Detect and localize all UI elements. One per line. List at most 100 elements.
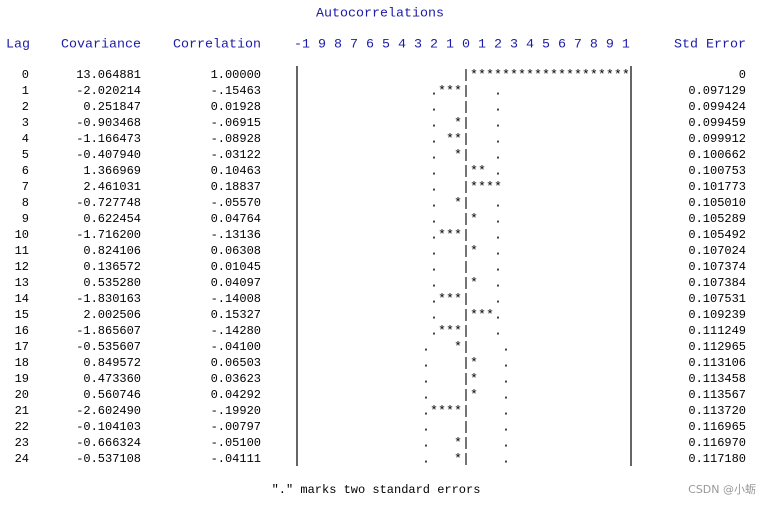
correlation-cell: 0.10463 — [211, 164, 261, 178]
lag-cell: 2 — [22, 100, 29, 114]
covariance-cell: -1.166473 — [76, 132, 141, 146]
correlation-cell: -.04100 — [211, 340, 261, 354]
plot-cell: . |***. — [302, 309, 630, 324]
correlation-cell: 0.06503 — [211, 356, 261, 370]
covariance-cell: -0.666324 — [76, 436, 141, 450]
covariance-cell: -0.537108 — [76, 452, 141, 466]
correlation-cell: 0.03623 — [211, 372, 261, 386]
correlation-cell: -.19920 — [211, 404, 261, 418]
footnote: "." marks two standard errors — [272, 483, 481, 497]
lag-cell: 10 — [15, 228, 29, 242]
std-error-cell: 0.107024 — [688, 244, 746, 258]
covariance-cell: 0.473360 — [83, 372, 141, 386]
correlation-cell: -.14280 — [211, 324, 261, 338]
lag-cell: 0 — [22, 68, 29, 82]
lag-cell: 18 — [15, 356, 29, 370]
covariance-cell: 0.136572 — [83, 260, 141, 274]
correlation-cell: -.04111 — [211, 452, 261, 466]
std-error-cell: 0.109239 — [688, 308, 746, 322]
plot-cell: . |* . — [302, 373, 630, 388]
std-error-header: Std Error — [674, 38, 746, 53]
lag-cell: 3 — [22, 116, 29, 130]
plot-cell: . | . — [302, 261, 630, 276]
std-error-cell: 0.112965 — [688, 340, 746, 354]
covariance-cell: 0.560746 — [83, 388, 141, 402]
std-error-cell: 0.097129 — [688, 84, 746, 98]
std-error-cell: 0.105492 — [688, 228, 746, 242]
plot-cell: .***| . — [302, 293, 630, 308]
covariance-cell: -0.535607 — [76, 340, 141, 354]
std-error-cell: 0.107531 — [688, 292, 746, 306]
plot-cell: .***| . — [302, 229, 630, 244]
covariance-cell: 0.535280 — [83, 276, 141, 290]
plot-cell: |******************** — [302, 69, 630, 84]
plot-cell: . | . — [302, 421, 630, 436]
correlation-cell: 0.06308 — [211, 244, 261, 258]
plot-cell: .***| . — [302, 85, 630, 100]
covariance-cell: 1.366969 — [83, 164, 141, 178]
correlation-cell: 0.04292 — [211, 388, 261, 402]
lag-cell: 9 — [22, 212, 29, 226]
lag-cell: 15 — [15, 308, 29, 322]
plot-cell: . **| . — [302, 133, 630, 148]
std-error-cell: 0.100753 — [688, 164, 746, 178]
correlation-cell: 0.04764 — [211, 212, 261, 226]
lag-cell: 5 — [22, 148, 29, 162]
covariance-cell: 0.622454 — [83, 212, 141, 226]
plot-cell: . |* . — [302, 245, 630, 260]
lag-cell: 13 — [15, 276, 29, 290]
correlation-cell: -.13136 — [211, 228, 261, 242]
covariance-cell: -1.716200 — [76, 228, 141, 242]
std-error-cell: 0.113458 — [688, 372, 746, 386]
covariance-cell: -0.104103 — [76, 420, 141, 434]
correlation-cell: -.03122 — [211, 148, 261, 162]
plot-cell: .****| . — [302, 405, 630, 420]
covariance-cell: -1.865607 — [76, 324, 141, 338]
std-error-cell: 0.099912 — [688, 132, 746, 146]
lag-header: Lag — [6, 38, 30, 53]
covariance-cell: 13.064881 — [76, 68, 141, 82]
plot-cell: . *| . — [302, 453, 630, 468]
std-error-cell: 0.107384 — [688, 276, 746, 290]
std-error-cell: 0.099424 — [688, 100, 746, 114]
lag-cell: 21 — [15, 404, 29, 418]
lag-cell: 17 — [15, 340, 29, 354]
covariance-cell: 2.002506 — [83, 308, 141, 322]
lag-cell: 12 — [15, 260, 29, 274]
std-error-cell: 0.099459 — [688, 116, 746, 130]
std-error-cell: 0.117180 — [688, 452, 746, 466]
lag-cell: 1 — [22, 84, 29, 98]
plot-cell: . |**** — [302, 181, 630, 196]
plot-cell: . | . — [302, 101, 630, 116]
correlation-cell: -.00797 — [211, 420, 261, 434]
watermark: CSDN @小蛎 — [688, 482, 756, 496]
std-error-cell: 0.113567 — [688, 388, 746, 402]
title: Autocorrelations — [316, 7, 444, 22]
plot-cell: . *| . — [302, 341, 630, 356]
plot-cell: . |* . — [302, 357, 630, 372]
plot-cell: .***| . — [302, 325, 630, 340]
correlation-cell: -.05570 — [211, 196, 261, 210]
covariance-cell: -1.830163 — [76, 292, 141, 306]
plot-cell: . *| . — [302, 149, 630, 164]
correlation-cell: 0.01928 — [211, 100, 261, 114]
covariance-cell: 2.461031 — [83, 180, 141, 194]
plot-cell: . |* . — [302, 213, 630, 228]
std-error-cell: 0.111249 — [688, 324, 746, 338]
correlation-cell: 0.01045 — [211, 260, 261, 274]
correlation-cell: -.06915 — [211, 116, 261, 130]
plot-cell: . *| . — [302, 117, 630, 132]
scale-header: -1 9 8 7 6 5 4 3 2 1 0 1 2 3 4 5 6 7 8 9… — [294, 38, 630, 53]
correlation-cell: 0.04097 — [211, 276, 261, 290]
plot-cell: . |* . — [302, 277, 630, 292]
correlation-cell: 0.15327 — [211, 308, 261, 322]
std-error-cell: 0.116965 — [688, 420, 746, 434]
lag-cell: 16 — [15, 324, 29, 338]
std-error-cell: 0.116970 — [688, 436, 746, 450]
correlation-header: Correlation — [173, 38, 261, 53]
covariance-header: Covariance — [61, 38, 141, 53]
lag-cell: 7 — [22, 180, 29, 194]
plot-cell: . *| . — [302, 197, 630, 212]
correlation-cell: -.15463 — [211, 84, 261, 98]
